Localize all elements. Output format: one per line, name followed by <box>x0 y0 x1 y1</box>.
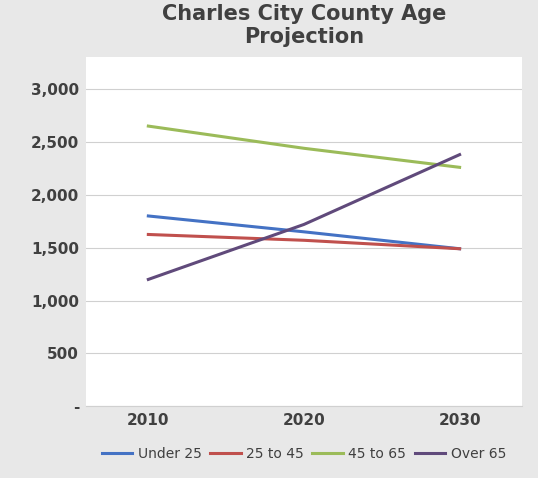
Under 25 <box>301 229 307 235</box>
Under 25 <box>456 246 463 251</box>
Line: Over 65: Over 65 <box>148 155 459 280</box>
45 to 65 <box>145 123 152 129</box>
Line: Under 25: Under 25 <box>148 216 459 249</box>
25 to 45 <box>301 238 307 243</box>
Over 65 <box>301 222 307 228</box>
Under 25 <box>145 213 152 219</box>
45 to 65 <box>456 164 463 170</box>
Line: 45 to 65: 45 to 65 <box>148 126 459 167</box>
Line: 25 to 45: 25 to 45 <box>148 235 459 249</box>
25 to 45 <box>456 246 463 251</box>
Title: Charles City County Age
Projection: Charles City County Age Projection <box>162 4 446 47</box>
25 to 45 <box>145 232 152 238</box>
Legend: Under 25, 25 to 45, 45 to 65, Over 65: Under 25, 25 to 45, 45 to 65, Over 65 <box>96 441 512 466</box>
45 to 65 <box>301 145 307 151</box>
Over 65 <box>456 152 463 158</box>
Over 65 <box>145 277 152 282</box>
